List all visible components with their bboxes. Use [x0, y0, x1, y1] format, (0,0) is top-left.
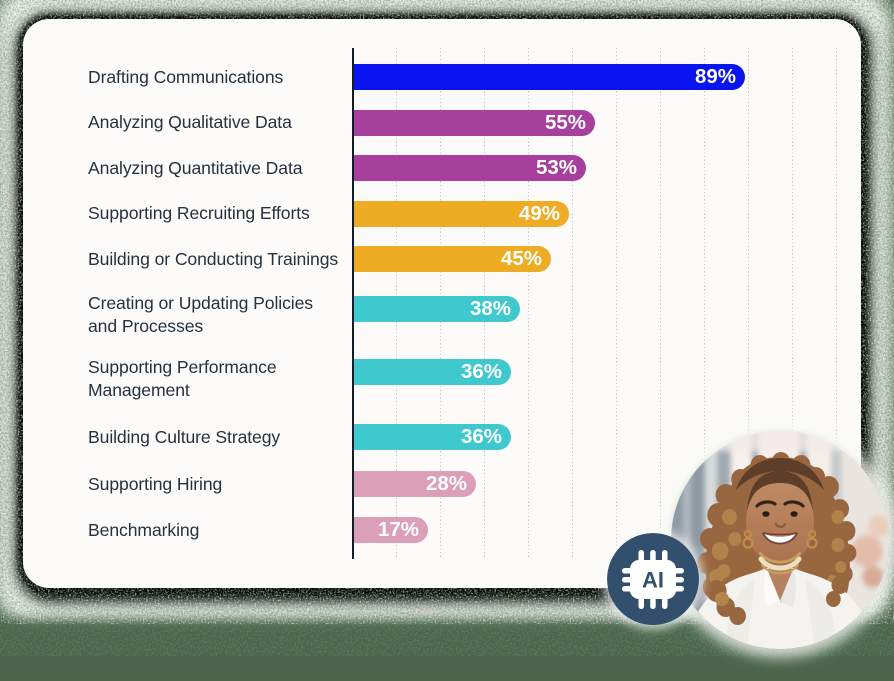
- svg-text:AI: AI: [642, 568, 664, 593]
